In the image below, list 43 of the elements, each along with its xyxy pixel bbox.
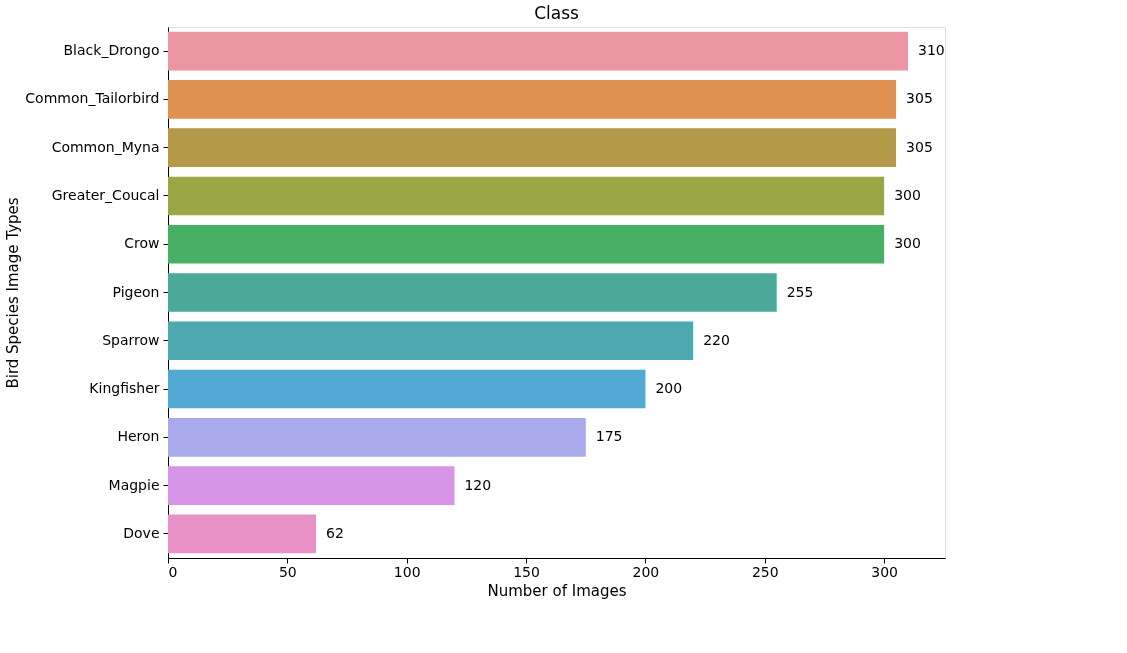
y-tick-label: Kingfisher [89,380,160,397]
y-axis-title: Bird Species Image Types [4,197,23,389]
y-tick-label: Heron [117,428,160,445]
data-label: 175 [595,428,623,445]
bar [168,128,897,167]
data-label: 305 [906,90,933,107]
y-tick-label: Greater_Coucal [51,186,160,203]
data-label: 300 [894,186,921,203]
bar [168,418,586,457]
x-tick-label: 100 [393,563,421,580]
bar [168,224,885,264]
data-label: 200 [655,380,683,397]
data-label: 255 [786,283,814,300]
y-tick-label: Black_Drongo [63,42,160,59]
y-tick-label: Dove [123,524,160,541]
x-tick-label: 200 [632,563,660,580]
bar [168,80,897,119]
chart-title: Class [534,3,579,23]
y-tick-label: Pigeon [112,283,160,300]
y-tick-label: Crow [124,235,160,252]
y-tick-label: Common_Myna [51,138,160,155]
x-tick-label: 250 [751,563,779,580]
x-tick-label: 300 [871,563,898,580]
bar [168,514,316,554]
x-tick-label: 50 [278,563,297,580]
bar [168,176,885,216]
y-tick-label: Common_Tailorbird [25,90,160,107]
bar [168,273,777,312]
bar [168,31,908,71]
x-axis-title: Number of Images [487,581,627,600]
bar [168,466,455,505]
data-label: 305 [906,138,933,155]
x-tick-label: 0 [168,563,178,580]
data-label: 310 [918,42,945,59]
y-tick-label: Magpie [108,476,160,493]
data-label: 120 [464,476,492,493]
y-tick-label: Sparrow [102,331,160,348]
bar [168,369,646,409]
data-label: 220 [703,331,730,348]
data-label: 62 [326,524,344,541]
data-label: 300 [894,235,921,252]
x-tick-label: 150 [513,563,540,580]
bar [168,321,694,361]
